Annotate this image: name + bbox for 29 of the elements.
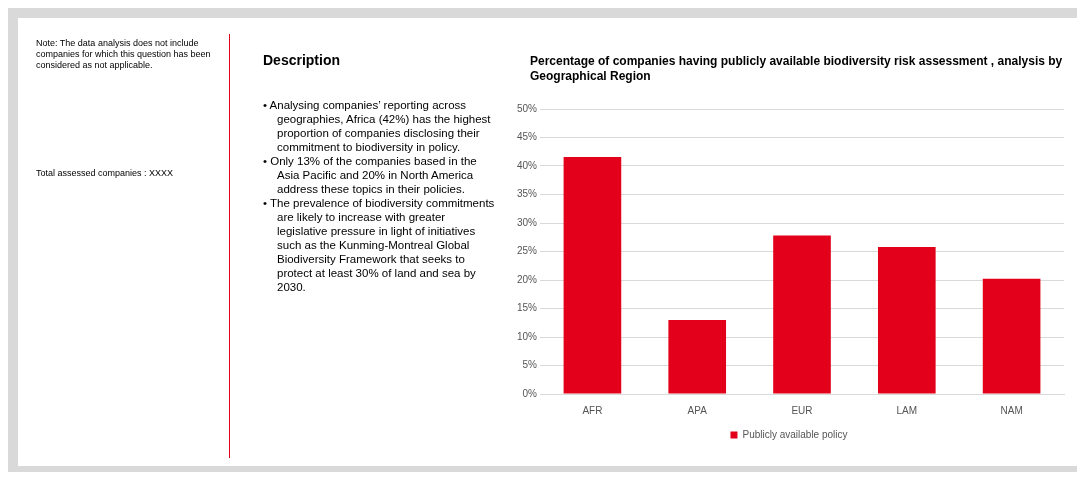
y-tick-label: 0% [522, 387, 538, 399]
bar [773, 235, 831, 394]
text: • Only 13% of the companies based in the Asia Pacific and 20% in North America address these topics in their policies. [263, 154, 478, 196]
chart-title: Percentage of companies having publicly available biodiversity risk assessment , analysis by Geographical Region [530, 54, 1064, 84]
text: Note: The data analysis does not include companies for which this question has been considered as not applicable. [36, 38, 212, 71]
bar [877, 246, 936, 394]
x-tick-label: AFR [582, 404, 603, 416]
y-tick-label: 5% [522, 359, 538, 371]
text: • The prevalence of biodiversity commitments are likely to increase with greater legislative pressure in light of initiatives such as the Kunming-Montreal Global Biodiversity Framework that seeks to protect at least 30% of land and sea by 2030. [263, 196, 496, 294]
bar [668, 319, 727, 394]
text: • Analysing companies’ reporting across geographies, Africa (42%) has the highest proportion of companies disclosing their commitment to biodiversity in policy. [263, 98, 492, 154]
bar [563, 156, 622, 394]
text: Description [263, 52, 341, 68]
legend-label: Publicly available policy [742, 428, 848, 440]
y-tick-label: 10% [517, 330, 538, 342]
y-tick-label: 30% [517, 216, 538, 228]
y-tick-label: 15% [517, 302, 538, 314]
x-tick-label: LAM [896, 404, 918, 416]
y-tick-label: 25% [517, 245, 538, 257]
y-tick-label: 35% [517, 188, 538, 200]
y-tick-label: 40% [517, 159, 538, 171]
y-tick-label: 45% [517, 131, 538, 143]
text: Total assessed companies : XXXX [36, 168, 175, 179]
y-tick-label: 20% [517, 273, 538, 285]
x-tick-label: EUR [791, 404, 813, 416]
x-tick-label: APA [687, 404, 708, 416]
bar [982, 278, 1041, 394]
y-tick-label: 50% [517, 102, 538, 114]
x-tick-label: NAM [1000, 404, 1023, 416]
